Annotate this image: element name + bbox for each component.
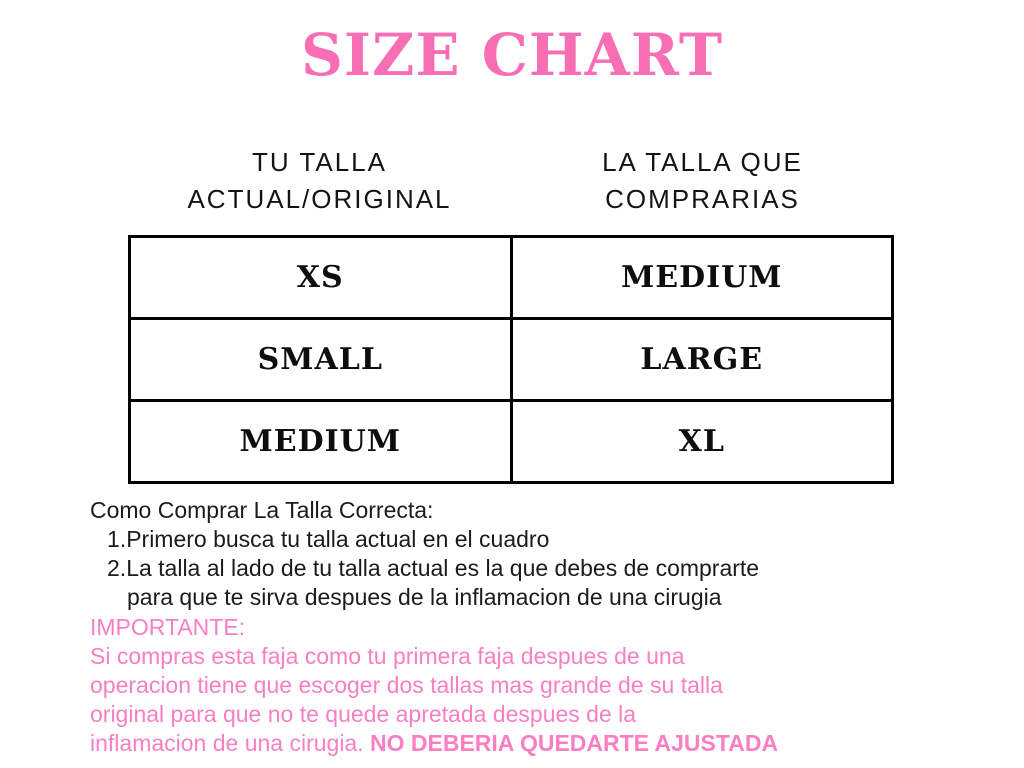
important-note: IMPORTANTE: Si compras esta faja como tu… xyxy=(90,613,1024,758)
instruction-step-2: 2.La talla al lado de tu talla actual es… xyxy=(90,554,1024,583)
table-row: SMALL LARGE xyxy=(128,317,894,402)
column-header-line: COMPRARIAS xyxy=(605,184,800,214)
step-text: Primero busca tu talla actual en el cuad… xyxy=(126,526,550,552)
important-line: original para que no te quede apretada d… xyxy=(90,701,637,727)
important-last-line-normal: inflamacion de una cirugia. xyxy=(90,730,370,756)
column-header-line: ACTUAL/ORIGINAL xyxy=(187,184,452,214)
step-number: 1. xyxy=(107,526,127,552)
buy-size-cell: MEDIUM xyxy=(509,235,894,320)
column-header-line: TU TALLA xyxy=(252,147,387,177)
step-number: 2. xyxy=(107,555,127,581)
column-header-buy-size: LA TALLA QUE COMPRARIAS xyxy=(511,144,894,218)
instruction-step-2-continuation: para que te sirva despues de la inflamac… xyxy=(127,584,722,610)
column-headers: TU TALLA ACTUAL/ORIGINAL LA TALLA QUE CO… xyxy=(128,144,894,218)
important-last-line: inflamacion de una cirugia. NO DEBERIA Q… xyxy=(90,729,1024,758)
column-header-line: LA TALLA QUE xyxy=(602,147,803,177)
size-table: XS MEDIUM SMALL LARGE MEDIUM XL xyxy=(128,235,894,484)
instructions-heading: Como Comprar La Talla Correcta: xyxy=(90,497,434,523)
size-chart-page: SIZE CHART TU TALLA ACTUAL/ORIGINAL LA T… xyxy=(0,22,1024,768)
buy-size-cell: LARGE xyxy=(509,317,894,402)
current-size-cell: XS xyxy=(128,235,513,320)
instructions: Como Comprar La Talla Correcta: 1.Primer… xyxy=(90,496,1024,612)
column-header-current-size: TU TALLA ACTUAL/ORIGINAL xyxy=(128,144,511,218)
current-size-cell: SMALL xyxy=(128,317,513,402)
page-title: SIZE CHART xyxy=(300,21,724,89)
step-text: La talla al lado de tu talla actual es l… xyxy=(126,555,760,581)
table-row: MEDIUM XL xyxy=(128,399,894,484)
important-line: operacion tiene que escoger dos tallas m… xyxy=(90,672,723,698)
instruction-step-1: 1.Primero busca tu talla actual en el cu… xyxy=(90,525,1024,554)
important-last-line-bold: NO DEBERIA QUEDARTE AJUSTADA xyxy=(370,730,779,756)
table-row: XS MEDIUM xyxy=(128,235,894,320)
buy-size-cell: XL xyxy=(509,399,894,484)
important-line: Si compras esta faja como tu primera faj… xyxy=(90,643,685,669)
current-size-cell: MEDIUM xyxy=(128,399,513,484)
important-label: IMPORTANTE: xyxy=(90,614,246,640)
